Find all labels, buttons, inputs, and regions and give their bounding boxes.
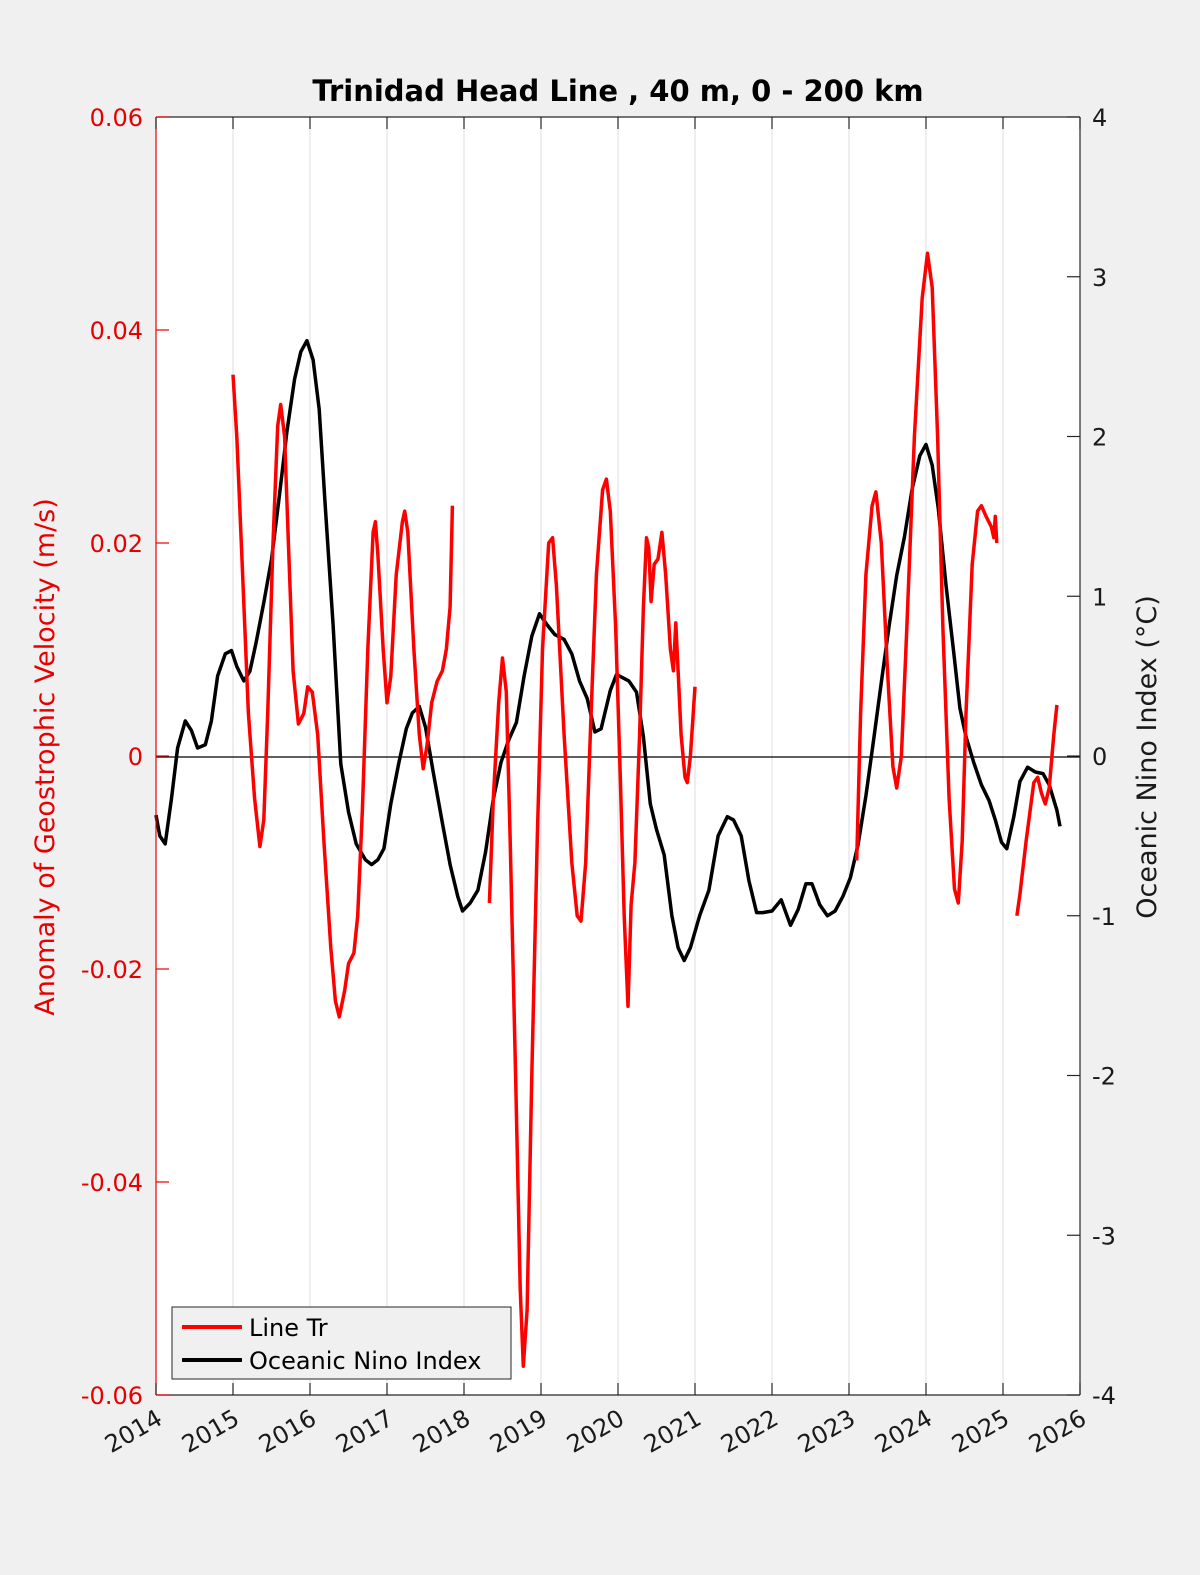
- y-right-tick-label: 4: [1092, 104, 1107, 132]
- y-left-tick-label: -0.06: [81, 1382, 143, 1410]
- y-right-tick-label: -4: [1092, 1382, 1116, 1410]
- y-left-tick-label: 0: [128, 743, 143, 771]
- x-tick-label: 2018: [408, 1404, 475, 1459]
- x-tick-label: 2024: [870, 1404, 937, 1459]
- y-right-tick-label: -3: [1092, 1222, 1116, 1250]
- y-right-tick-label: -1: [1092, 903, 1116, 931]
- legend-label-line-tr: Line Tr: [249, 1314, 328, 1342]
- legend-label-oni: Oceanic Nino Index: [249, 1347, 481, 1375]
- series-oceanic-nino-index: [154, 338, 1062, 963]
- line-tr-segment: [854, 251, 999, 905]
- y-right-tick-label: -2: [1092, 1063, 1116, 1091]
- y-left-tick-label: -0.04: [81, 1169, 143, 1197]
- x-tick-label: 2020: [562, 1404, 629, 1459]
- legend: Line Tr Oceanic Nino Index: [171, 1306, 512, 1380]
- oni-line: [154, 338, 1062, 963]
- line-tr-segment: [1015, 704, 1059, 917]
- y-right-tick-label: 2: [1092, 424, 1107, 452]
- y-axis-right-label: Oceanic Nino Index (°C): [1132, 595, 1163, 919]
- x-tick-label: 2019: [485, 1404, 552, 1459]
- x-tick-label: 2017: [331, 1404, 398, 1459]
- x-tick-label: 2015: [177, 1404, 244, 1459]
- chart-title: Trinidad Head Line , 40 m, 0 - 200 km: [312, 74, 923, 108]
- y-right-tick-label: 0: [1092, 743, 1107, 771]
- line-tr-segment: [487, 477, 697, 1368]
- y-left-tick-label: 0.04: [90, 317, 143, 345]
- y-left-tick-label: 0.02: [90, 530, 143, 558]
- y-left-tick-label: 0.06: [90, 104, 143, 132]
- x-tick-label: 2023: [793, 1404, 860, 1459]
- series-line-tr: [231, 251, 1059, 1368]
- y-axis-left-label: Anomaly of Geostrophic Velocity (m/s): [30, 498, 61, 1016]
- x-tick-label: 2016: [254, 1404, 321, 1459]
- grid-lines: [232, 117, 1004, 1395]
- x-tick-labels: 2014 2015 2016 2017 2018 2019 2020 2021 2022 2023…: [100, 1404, 1091, 1459]
- y-left-tick-labels: 0.06 0.04 0.02 0 -0.02 -0.04 -0.06: [81, 104, 143, 1410]
- x-tick-label: 2026: [1024, 1404, 1091, 1459]
- y-left-tick-label: -0.02: [81, 956, 143, 984]
- y-right-tick-label: 1: [1092, 583, 1107, 611]
- x-tick-label: 2021: [639, 1404, 706, 1459]
- x-tick-label: 2022: [716, 1404, 783, 1459]
- axis-ticks: [155, 116, 1081, 1396]
- x-tick-label: 2014: [100, 1404, 167, 1459]
- y-right-tick-labels: 4 3 2 1 0 -1 -2 -3 -4: [1092, 104, 1116, 1410]
- x-tick-label: 2025: [947, 1404, 1014, 1459]
- legend-box: [171, 1306, 512, 1380]
- line-tr-segment: [231, 374, 455, 1019]
- y-right-tick-label: 3: [1092, 264, 1107, 292]
